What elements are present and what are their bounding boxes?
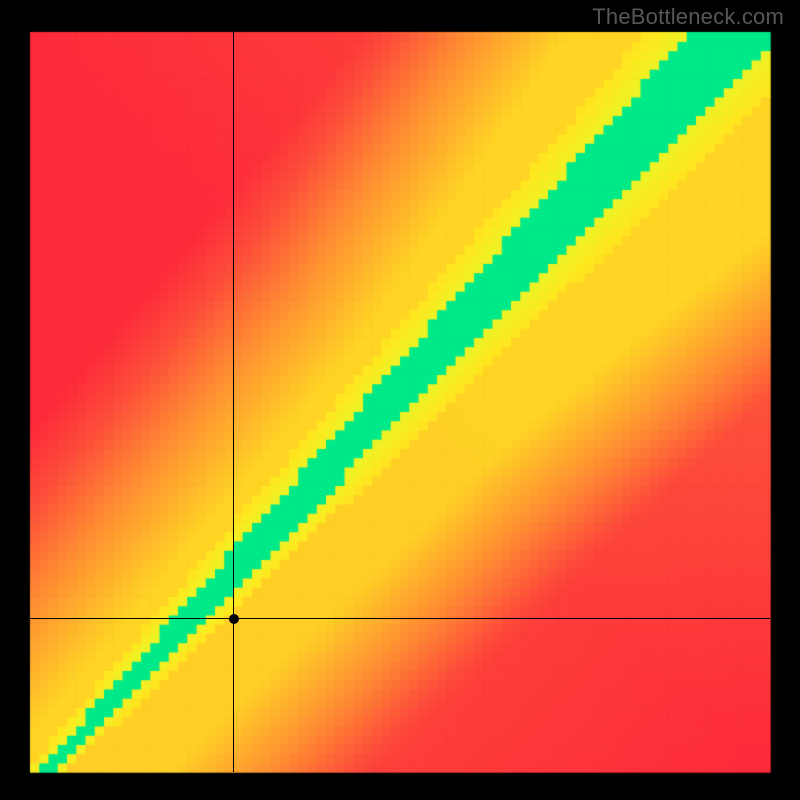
- bottleneck-heatmap: [0, 0, 800, 800]
- attribution-label: TheBottleneck.com: [592, 4, 784, 30]
- crosshair-vertical: [233, 32, 234, 772]
- selection-marker: [229, 614, 239, 624]
- crosshair-horizontal: [30, 618, 770, 619]
- chart-container: TheBottleneck.com: [0, 0, 800, 800]
